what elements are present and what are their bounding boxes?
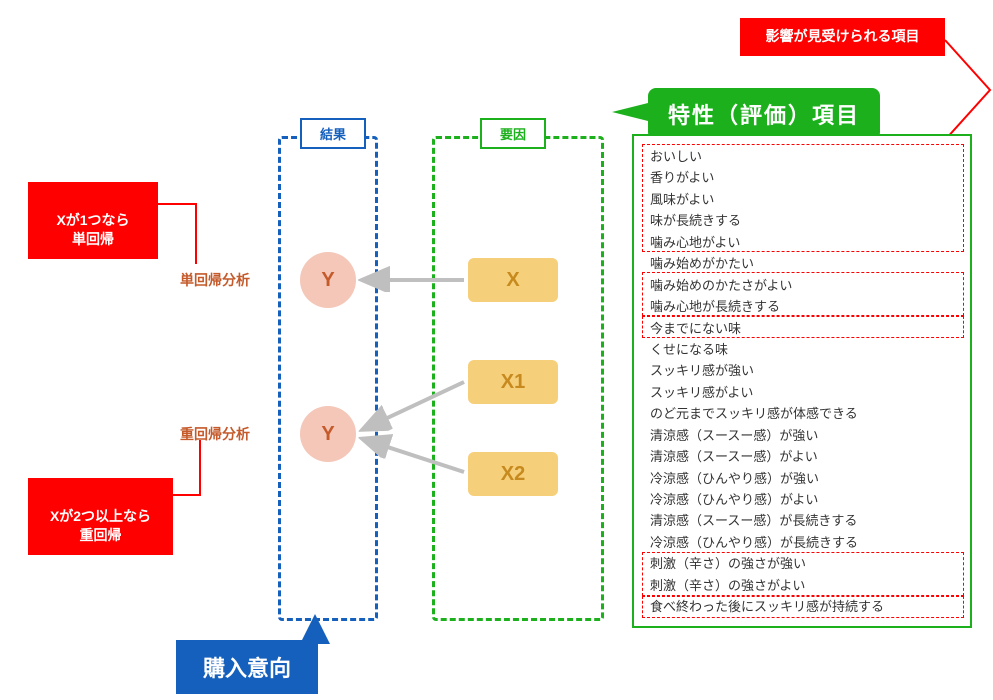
item-row: 刺激（辛さ）の強さが強い — [646, 553, 958, 574]
item-row: 食べ終わった後にスッキリ感が持続する — [646, 596, 958, 617]
x-node: X — [468, 258, 558, 302]
multiple-regression-text: Xが2つ以上なら 重回帰 — [50, 508, 151, 544]
result-label-text: 結果 — [320, 127, 346, 142]
purchase-intent-tail — [300, 614, 340, 644]
arrow-x-to-y1 — [356, 256, 468, 306]
item-row: 清涼感（スースー感）が強い — [646, 425, 958, 446]
item-row: 冷涼感（ひんやり感）が長続きする — [646, 532, 958, 553]
item-row: くせになる味 — [646, 339, 958, 360]
multiple-regression-connector — [170, 440, 210, 500]
item-row: 噛み始めがかたい — [646, 253, 958, 274]
item-row: 噛み心地がよい — [646, 232, 958, 253]
item-list: おいしい香りがよい風味がよい味が長続きする噛み心地がよい噛み始めがかたい噛み始め… — [646, 146, 958, 618]
item-row: スッキリ感が強い — [646, 360, 958, 381]
x1-node-text: X1 — [501, 371, 525, 394]
green-title: 特性（評価）項目 — [648, 88, 880, 140]
item-row: 味が長続きする — [646, 210, 958, 231]
item-row: 風味がよい — [646, 189, 958, 210]
item-row: のど元までスッキリ感が体感できる — [646, 403, 958, 424]
item-row: おいしい — [646, 146, 958, 167]
simple-analysis-text: 単回帰分析 — [180, 272, 250, 288]
single-regression-text: Xが1つなら 単回帰 — [56, 212, 129, 248]
cause-label: 要因 — [480, 118, 546, 149]
x2-node-text: X2 — [501, 463, 525, 486]
purchase-intent-callout: 購入意向 — [176, 640, 318, 694]
item-row: 刺激（辛さ）の強さがよい — [646, 575, 958, 596]
multiple-regression-callout: Xが2つ以上なら 重回帰 — [28, 478, 173, 555]
y-node-2: Y — [300, 406, 356, 462]
y-node-2-text: Y — [321, 423, 334, 446]
x1-node: X1 — [468, 360, 558, 404]
item-row: 冷涼感（ひんやり感）がよい — [646, 489, 958, 510]
purchase-intent-text: 購入意向 — [203, 656, 291, 681]
item-row: 清涼感（スースー感）が長続きする — [646, 510, 958, 531]
item-row: 香りがよい — [646, 167, 958, 188]
influence-callout: 影響が見受けられる項目 — [740, 18, 945, 56]
result-label: 結果 — [300, 118, 366, 149]
x-node-text: X — [506, 269, 519, 292]
item-row: 今までにない味 — [646, 318, 958, 339]
green-title-text: 特性（評価）項目 — [668, 103, 860, 128]
item-panel: おいしい香りがよい風味がよい味が長続きする噛み心地がよい噛み始めがかたい噛み始め… — [632, 134, 972, 628]
influence-callout-text: 影響が見受けられる項目 — [766, 28, 920, 44]
item-row: 清涼感（スースー感）がよい — [646, 446, 958, 467]
item-row: スッキリ感がよい — [646, 382, 958, 403]
item-row: 噛み心地が長続きする — [646, 296, 958, 317]
item-row: 噛み始めのかたさがよい — [646, 275, 958, 296]
green-title-tail — [612, 100, 652, 130]
y-node-1-text: Y — [321, 269, 334, 292]
y-node-1: Y — [300, 252, 356, 308]
simple-analysis-label: 単回帰分析 — [180, 270, 250, 290]
arrow-x1x2-to-y2 — [356, 370, 468, 480]
single-regression-callout: Xが1つなら 単回帰 — [28, 182, 158, 259]
cause-label-text: 要因 — [500, 127, 526, 142]
item-row: 冷涼感（ひんやり感）が強い — [646, 468, 958, 489]
influence-arrow — [940, 30, 993, 150]
single-regression-connector — [156, 202, 201, 272]
x2-node: X2 — [468, 452, 558, 496]
